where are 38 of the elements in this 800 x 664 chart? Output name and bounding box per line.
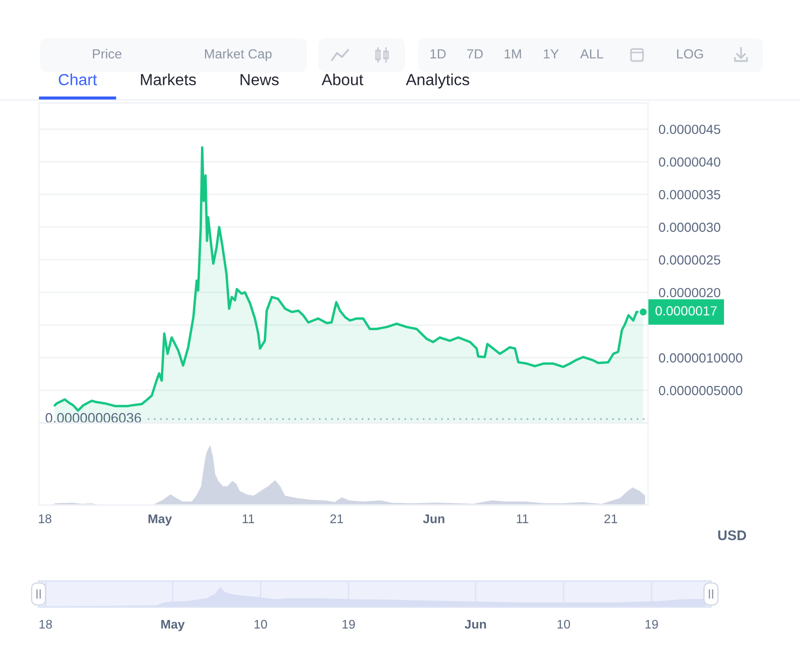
text: 1Y — [544, 49, 559, 58]
x-tick-label: 11 — [242, 514, 254, 524]
text: Price — [92, 48, 122, 59]
x-tick-label: 11 — [516, 514, 528, 524]
y-tick-label: 0.0000030 — [658, 222, 720, 232]
y-tick-label: 0.0000010000 — [658, 353, 742, 363]
annotation: 0.0000017 — [656, 306, 717, 316]
text: LOG — [677, 49, 703, 59]
text: Markets — [140, 74, 196, 86]
y-tick-label: 0.0000040 — [658, 157, 720, 167]
text: 7D — [467, 49, 483, 58]
y-tick-label: 0.0000025 — [658, 255, 720, 265]
x-tick-label: 21 — [604, 514, 618, 524]
y-tick-label: 0.0000035 — [658, 190, 720, 200]
x-tick-label: May — [161, 620, 185, 632]
x-tick-label: Jun — [423, 514, 444, 524]
y-tick-label: 0.0000005000 — [658, 386, 742, 396]
text: About — [322, 74, 364, 86]
text: Market Cap — [205, 48, 272, 62]
text: 1D — [430, 49, 446, 58]
x-tick-label: 10 — [558, 620, 570, 629]
text: 1M — [504, 49, 521, 58]
x-tick-label: 21 — [330, 514, 344, 524]
y-tick-label: 0.0000020 — [658, 288, 720, 298]
x-tick-label: 18 — [38, 514, 52, 524]
x-tick-label: 19 — [646, 620, 658, 629]
x-tick-label: May — [148, 514, 172, 526]
y-axis-title: USD — [718, 530, 746, 540]
x-tick-label: Jun — [464, 620, 486, 629]
ref-line-label: 0.00000006036 — [46, 412, 142, 423]
x-tick-label: 10 — [254, 620, 268, 629]
text: Analytics — [406, 74, 470, 88]
x-tick-label: 18 — [40, 620, 52, 629]
text: News — [240, 74, 279, 86]
text: Chart — [58, 74, 97, 86]
text: ALL — [580, 49, 604, 58]
x-tick-label: 19 — [342, 620, 355, 629]
y-tick-label: 0.0000045 — [658, 124, 720, 134]
